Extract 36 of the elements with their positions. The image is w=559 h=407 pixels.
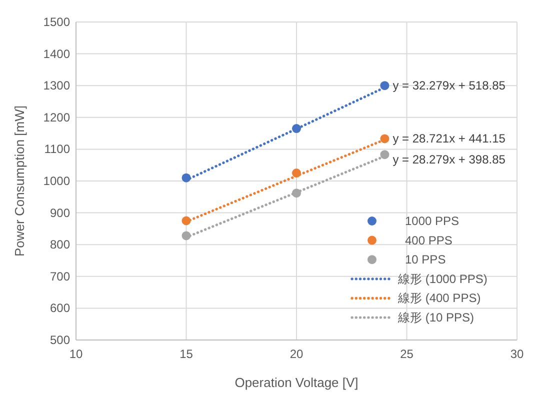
point (380, 150, 390, 160)
legend-label: 線形 (1000 PPS) (397, 272, 488, 286)
point (292, 168, 301, 178)
y-tick-label: 600 (50, 301, 70, 316)
x-tick-label: 15 (180, 347, 194, 361)
legend-label: 線形 (400 PPS) (397, 291, 481, 306)
legend-label: 線形 (10 PPS) (397, 310, 474, 324)
point (380, 134, 390, 144)
x-tick-label: 30 (510, 347, 524, 361)
point (292, 188, 301, 198)
legend-label: 400 PPS (405, 233, 452, 248)
annotation: y = 32.279x + 518.85 (392, 78, 506, 93)
y-axis-title: Power Consumption [mW] (12, 106, 27, 256)
annotation: y = 28.721x + 441.15 (392, 132, 506, 146)
y-tick-label: 500 (50, 333, 70, 347)
y-tick-label: 1000 (43, 174, 70, 188)
point (182, 216, 191, 226)
annotation: y = 28.279x + 398.85 (392, 152, 506, 167)
y-tick-label: 1100 (44, 142, 70, 156)
legend-label: 1000 PPS (405, 214, 460, 228)
point (292, 124, 301, 134)
y-tick-label: 1200 (43, 110, 70, 124)
x-tick-label: 20 (290, 347, 304, 361)
y-tick-label: 1500 (43, 15, 70, 29)
x-tick-label: 25 (400, 347, 414, 361)
y-tick-label: 700 (50, 269, 70, 284)
y-tick-label: 900 (50, 206, 70, 220)
y-tick-label: 1300 (43, 78, 70, 93)
y-tick-label: 1400 (43, 46, 70, 61)
x-tick-label: 10 (69, 347, 83, 361)
x-axis-title: Operation Voltage [V] (234, 375, 358, 390)
legend-label: 10 PPS (405, 252, 446, 267)
point (182, 173, 191, 182)
point (380, 81, 390, 90)
y-tick-label: 800 (50, 238, 70, 252)
point (182, 231, 191, 240)
